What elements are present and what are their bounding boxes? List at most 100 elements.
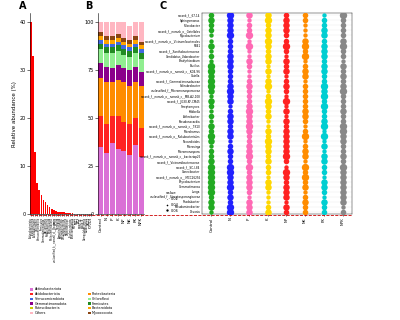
Point <box>283 179 290 184</box>
Point <box>302 18 308 23</box>
Point <box>283 209 290 214</box>
Point <box>208 53 214 58</box>
Bar <box>139 128 144 157</box>
Point <box>227 23 233 28</box>
Point <box>208 99 214 104</box>
Point <box>283 18 290 23</box>
Point <box>246 159 252 164</box>
Point <box>227 88 233 93</box>
Bar <box>116 65 120 80</box>
Point <box>227 159 233 164</box>
Bar <box>98 49 103 63</box>
Bar <box>122 22 126 38</box>
Point <box>264 48 271 53</box>
Bar <box>133 44 138 47</box>
Point <box>208 159 214 164</box>
Point <box>321 99 327 104</box>
Point <box>246 73 252 78</box>
Bar <box>133 67 138 82</box>
Point <box>302 154 308 159</box>
Bar <box>127 51 132 57</box>
Point <box>264 58 271 63</box>
Bar <box>57 212 59 214</box>
Point <box>321 108 327 114</box>
Point <box>208 108 214 114</box>
Bar <box>122 38 126 42</box>
Bar <box>139 22 144 42</box>
Point <box>340 149 346 154</box>
Bar <box>51 209 52 214</box>
Point <box>264 63 271 68</box>
Point <box>208 43 214 48</box>
Bar <box>68 213 69 214</box>
Point <box>283 149 290 154</box>
Point <box>208 179 214 184</box>
Point <box>227 194 233 199</box>
Point <box>264 179 271 184</box>
Point <box>302 108 308 114</box>
Point <box>208 93 214 99</box>
Point <box>302 103 308 108</box>
Bar <box>43 200 44 214</box>
Point <box>340 154 346 159</box>
Bar <box>122 151 126 214</box>
Bar <box>104 124 109 153</box>
Point <box>340 38 346 43</box>
Point <box>264 129 271 134</box>
Bar <box>104 153 109 214</box>
Point <box>264 189 271 194</box>
Bar <box>116 149 120 214</box>
Point <box>227 93 233 99</box>
Point <box>283 199 290 204</box>
Point <box>321 134 327 139</box>
Point <box>227 124 233 129</box>
Point <box>302 149 308 154</box>
Bar <box>139 72 144 86</box>
Point <box>208 209 214 214</box>
Point <box>340 63 346 68</box>
Bar <box>36 183 38 214</box>
Point <box>302 28 308 33</box>
Point <box>264 23 271 28</box>
Point <box>227 18 233 23</box>
Point <box>283 174 290 179</box>
Bar <box>133 47 138 53</box>
Point <box>227 99 233 104</box>
Point <box>340 134 346 139</box>
Point <box>264 99 271 104</box>
Point <box>283 63 290 68</box>
Bar <box>98 63 103 78</box>
Point <box>227 154 233 159</box>
Point <box>283 184 290 189</box>
Point <box>227 108 233 114</box>
Point <box>321 48 327 53</box>
Point <box>246 38 252 43</box>
Point <box>264 13 271 18</box>
Point <box>264 149 271 154</box>
Point <box>246 189 252 194</box>
Point <box>302 129 308 134</box>
Point <box>321 83 327 88</box>
Point <box>340 43 346 48</box>
Point <box>340 33 346 38</box>
Bar <box>127 155 132 214</box>
Point <box>227 199 233 204</box>
Point <box>264 159 271 164</box>
Point <box>246 199 252 204</box>
Point <box>246 129 252 134</box>
Point <box>264 73 271 78</box>
Point <box>264 33 271 38</box>
Point <box>246 68 252 73</box>
Text: C: C <box>160 1 167 11</box>
Bar <box>98 32 103 36</box>
Point <box>208 63 214 68</box>
Point <box>302 33 308 38</box>
Point <box>227 114 233 119</box>
Point <box>208 38 214 43</box>
Bar <box>70 213 71 214</box>
Point <box>302 139 308 144</box>
Point <box>302 68 308 73</box>
Point <box>208 164 214 169</box>
Point <box>227 139 233 144</box>
Bar <box>40 195 42 214</box>
